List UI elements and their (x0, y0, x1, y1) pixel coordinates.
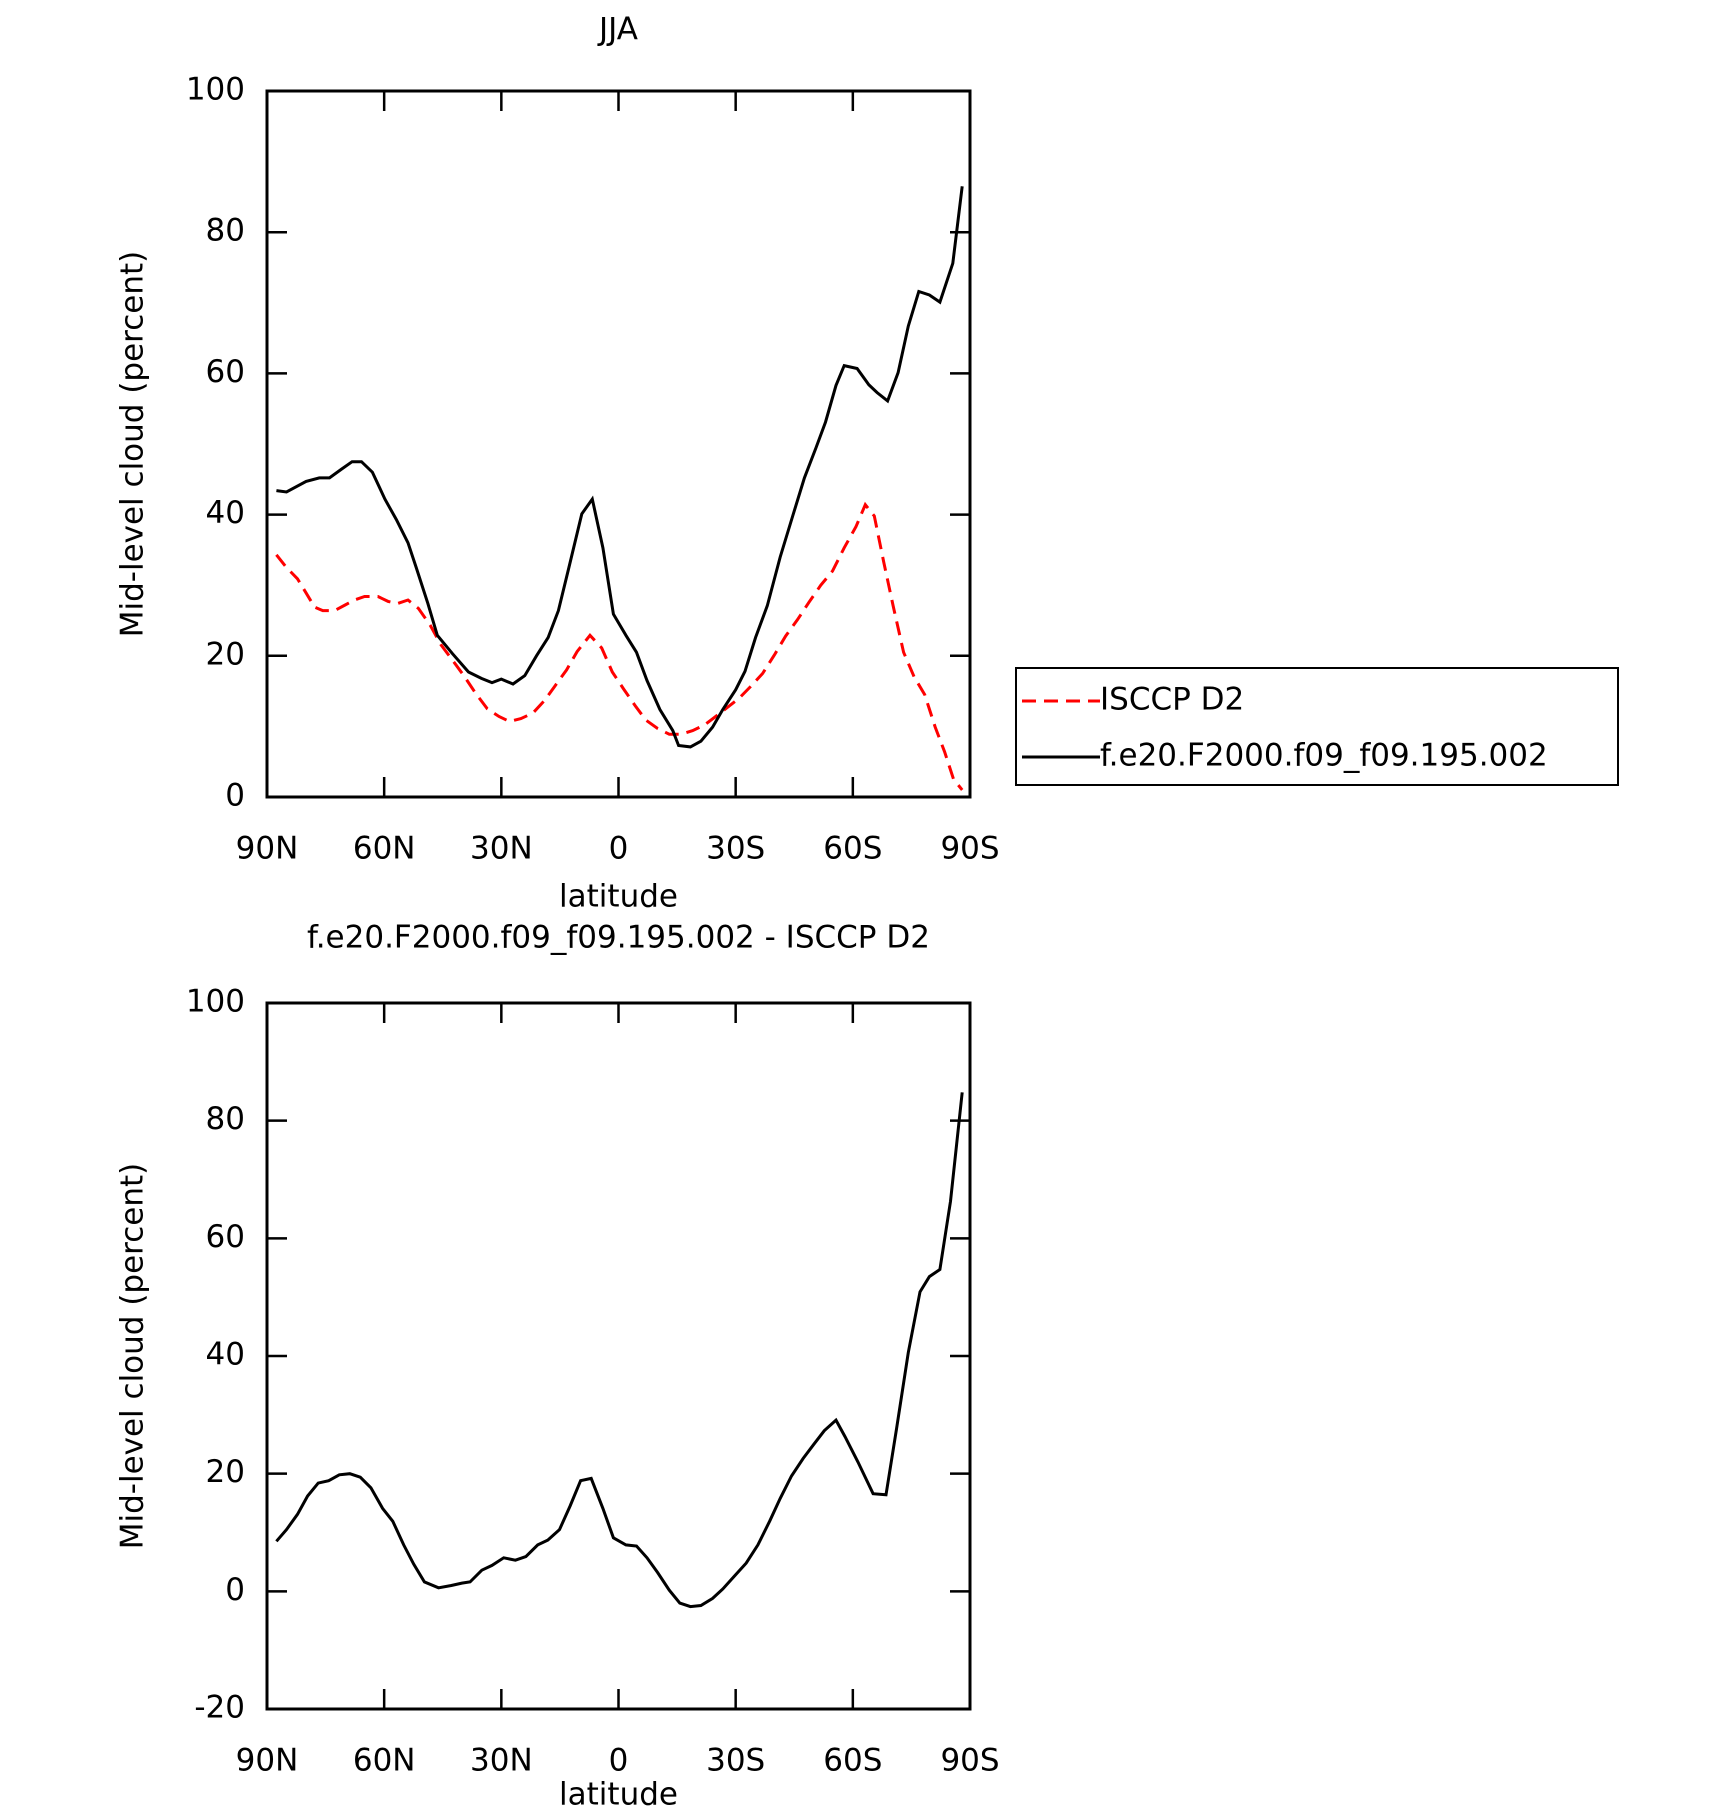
x-tick-label: 90N (236, 1743, 299, 1779)
plot-frame (265, 1001, 972, 1711)
data-line (275, 501, 964, 791)
y-tick-label: 100 (186, 72, 245, 108)
x-tick-label: 90N (236, 831, 299, 867)
y-tick-label: 0 (225, 1572, 245, 1608)
y-tick-label: 40 (206, 1337, 245, 1373)
y-tick-label: 0 (225, 778, 245, 814)
x-tick-label: 30S (706, 831, 765, 867)
x-tick-label: 90S (940, 1743, 999, 1779)
y-tick-label: 80 (206, 213, 245, 249)
legend-label: f.e20.F2000.f09_f09.195.002 (1100, 738, 1548, 774)
x-tick-label: 60N (353, 1743, 416, 1779)
x-tick-label: 30N (470, 1743, 533, 1779)
y-axis-label: Mid-level cloud (percent) (115, 251, 151, 638)
x-tick-label: 60S (823, 1743, 882, 1779)
legend-label: ISCCP D2 (1100, 682, 1244, 718)
x-tick-label: 0 (609, 1743, 629, 1779)
x-tick-label: 60S (823, 831, 882, 867)
y-tick-label: 20 (206, 636, 245, 672)
data-line (276, 186, 964, 749)
x-axis-label: latitude (559, 1777, 678, 1811)
y-tick-label: 80 (206, 1101, 245, 1137)
x-tick-label: 30S (706, 1743, 765, 1779)
plot-frame (265, 89, 972, 799)
y-tick-label: 100 (186, 984, 245, 1020)
y-tick-label: 60 (206, 1219, 245, 1255)
y-tick-label: 40 (206, 495, 245, 531)
y-tick-label: 20 (206, 1454, 245, 1490)
x-tick-label: 60N (353, 831, 416, 867)
x-axis-label: latitude (559, 879, 678, 915)
y-tick-label: 60 (206, 354, 245, 390)
chart-title: JJA (597, 12, 638, 48)
y-axis-label: Mid-level cloud (percent) (115, 1163, 151, 1550)
chart-title: f.e20.F2000.f09_f09.195.002 - ISCCP D2 (307, 920, 930, 956)
x-tick-label: 30N (470, 831, 533, 867)
legend-box (1015, 667, 1619, 786)
x-tick-label: 0 (609, 831, 629, 867)
y-tick-label: -20 (194, 1690, 245, 1726)
x-tick-label: 90S (940, 831, 999, 867)
data-line (275, 1092, 964, 1609)
